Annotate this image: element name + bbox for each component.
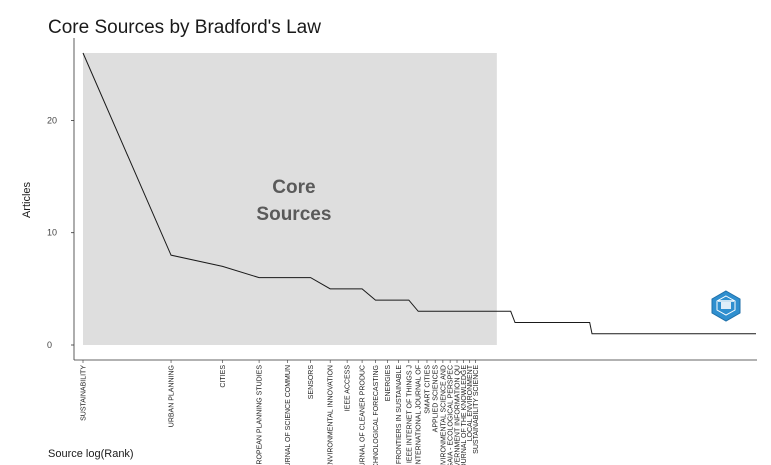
core-sources-zone [83, 53, 497, 345]
y-axis: 0 10 20 [47, 38, 75, 360]
x-tick-label: ENVIRONMENTAL SCIENCE AND [440, 365, 447, 465]
x-tick-label: JOURNAL OF CLEANER PRODUC [360, 365, 367, 465]
x-axis: SUSTAINABILITY URBAN PLANNING CITIES EUROPE… [74, 359, 757, 465]
x-tick-label: GOVERNMENT INFORMATION QU [455, 365, 462, 465]
articles-series-line [82, 52, 756, 335]
x-tick-label: CITIES [220, 365, 227, 388]
x-tick-label: SUSTAINABILITY SCIENCE [473, 365, 480, 454]
y-tick-label: 0 [47, 340, 52, 350]
x-tick-label: JOURNAL OF THE KNOWLEDGE [461, 365, 468, 465]
x-tick-label: GAIA - ECOLOGICAL PERSPEC [448, 365, 455, 465]
x-tick-label: URBAN PLANNING [169, 365, 176, 427]
x-tick-label: SENSORS [308, 365, 315, 400]
x-tick-label: IEEE ACCESS [345, 365, 352, 412]
x-tick-label: EUROPEAN PLANNING STUDIES [257, 365, 264, 465]
x-tick-label: ENERGIES [385, 365, 392, 402]
x-tick-label: TECHNOLOGICAL FORECASTING [373, 365, 380, 465]
chart-title: Core Sources by Bradford's Law [48, 17, 321, 38]
bibliometrix-logo-icon [711, 290, 741, 322]
x-tick-label: LOCAL ENVIRONMENT [467, 364, 474, 441]
x-axis-title: Source log(Rank) [48, 448, 134, 460]
y-tick-label: 20 [47, 115, 57, 125]
core-zone-label-line-1: Core [272, 177, 315, 198]
x-tick-label: ENVIRONMENTAL INNOVATION [328, 365, 335, 465]
core-zone-label-line-2: Sources [256, 204, 331, 225]
x-tick-label: IEEE INTERNET OF THINGS J [406, 365, 413, 463]
x-tick-label: FRONTIERS IN SUSTAINABLE [396, 365, 403, 464]
x-tick-label: APPLIED SCIENCES [433, 365, 440, 433]
y-axis-title: Articles [21, 181, 33, 218]
x-tick-label: SMART CITIES [424, 365, 431, 414]
y-tick-label: 10 [47, 228, 57, 238]
x-tick-label: JOURNAL OF SCIENCE COMMUN [285, 365, 292, 465]
x-tick-label: INTERNATIONAL JOURNAL OF [416, 365, 423, 465]
x-tick-label: SUSTAINABILITY [81, 365, 88, 421]
